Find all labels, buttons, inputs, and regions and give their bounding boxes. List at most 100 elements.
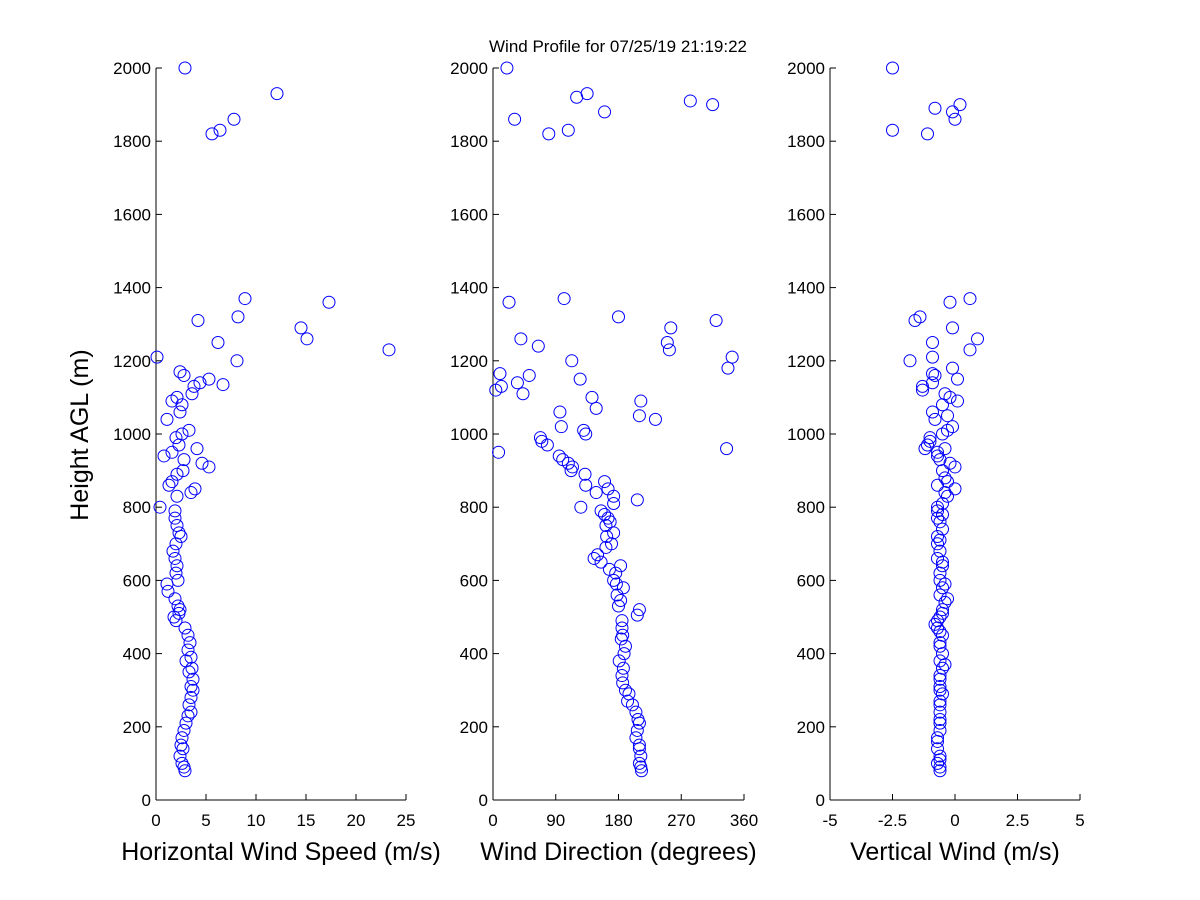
data-point xyxy=(492,445,506,459)
data-point xyxy=(177,368,191,382)
x-axis-label: Wind Direction (degrees) xyxy=(480,838,757,866)
y-tick-label: 600 xyxy=(460,571,488,590)
data-point xyxy=(936,581,949,595)
data-point xyxy=(589,486,603,500)
figure-title: Wind Profile for 07/25/19 21:19:22 xyxy=(489,37,747,56)
data-point xyxy=(938,442,952,456)
data-point xyxy=(186,683,200,697)
data-point xyxy=(599,540,613,554)
data-point xyxy=(182,423,196,437)
data-point xyxy=(502,295,516,309)
data-point xyxy=(941,592,954,606)
data-point xyxy=(931,621,944,635)
data-point xyxy=(178,61,192,75)
y-tick-label: 1800 xyxy=(113,132,151,151)
data-point xyxy=(175,756,189,770)
data-point xyxy=(931,449,944,463)
data-point xyxy=(169,431,183,445)
data-point xyxy=(951,394,964,408)
data-point xyxy=(182,665,196,679)
data-point xyxy=(181,709,195,723)
data-point xyxy=(933,680,947,694)
panel-2: 0 200 400 600 800 1000 1200 1400 1600 1800 2000 0 90… xyxy=(450,59,758,866)
y-tick-label: 1200 xyxy=(787,352,825,371)
data-point xyxy=(165,394,179,408)
y-tick-label: 2000 xyxy=(450,59,488,78)
panel-3: 0 200 400 600 800 1000 1200 1400 1600 1800 2000 -5 -… xyxy=(787,59,1085,866)
data-point xyxy=(500,61,514,75)
y-tick-label: 1600 xyxy=(450,205,488,224)
x-tick-label: 10 xyxy=(247,811,266,830)
data-point xyxy=(157,449,171,463)
data-point xyxy=(946,321,959,335)
x-tick-label: -5 xyxy=(822,811,837,830)
data-point xyxy=(179,716,193,730)
data-point xyxy=(589,401,603,415)
data-point xyxy=(936,427,949,441)
data-point xyxy=(184,691,198,705)
data-point xyxy=(578,467,592,481)
data-point xyxy=(936,464,949,478)
data-point xyxy=(184,705,198,719)
data-point xyxy=(607,526,621,540)
data-point xyxy=(933,588,947,602)
y-tick-label: 0 xyxy=(816,791,825,810)
data-point xyxy=(602,562,616,576)
x-tick-label: 0 xyxy=(950,811,959,830)
panel-1: 0 200 400 600 800 1000 1200 1400 1600 1800 2000 0 5 1… xyxy=(113,59,441,866)
data-point xyxy=(616,661,630,675)
data-point xyxy=(591,548,605,562)
data-point xyxy=(322,295,336,309)
data-point xyxy=(607,573,621,587)
y-tick-label: 2000 xyxy=(787,59,825,78)
data-point xyxy=(205,127,219,141)
data-point xyxy=(382,343,396,357)
data-point xyxy=(615,621,629,635)
data-point xyxy=(648,412,662,426)
data-point xyxy=(150,350,164,364)
data-point xyxy=(725,350,739,364)
data-point xyxy=(231,310,245,324)
data-point xyxy=(614,594,628,608)
data-point xyxy=(599,519,613,532)
data-point xyxy=(938,577,952,591)
data-point xyxy=(923,431,937,445)
data-point xyxy=(187,379,201,393)
data-point xyxy=(632,716,646,730)
data-point xyxy=(561,123,575,137)
data-point xyxy=(170,467,184,481)
data-point xyxy=(570,90,584,104)
data-point xyxy=(160,412,174,426)
data-point xyxy=(720,442,734,456)
y-tick-label: 1600 xyxy=(113,205,151,224)
data-point xyxy=(508,112,522,126)
x-tick-label: 270 xyxy=(667,811,695,830)
y-tick-label: 0 xyxy=(479,791,488,810)
data-point xyxy=(294,321,308,335)
data-point xyxy=(953,98,967,112)
data-point xyxy=(943,390,957,404)
data-point xyxy=(565,354,579,368)
x-tick-label: 20 xyxy=(347,811,366,830)
data-point xyxy=(616,676,630,690)
data-point xyxy=(601,511,615,525)
data-point xyxy=(186,672,200,686)
x-tick-label: 2.5 xyxy=(1006,811,1030,830)
data-point xyxy=(489,383,503,397)
x-tick-label: 0 xyxy=(151,811,160,830)
data-point xyxy=(166,544,180,558)
data-point xyxy=(587,551,601,565)
x-axis-label: Vertical Wind (m/s) xyxy=(850,838,1060,866)
data-point xyxy=(175,731,189,745)
data-point xyxy=(169,566,183,580)
x-tick-label: 5 xyxy=(1075,811,1084,830)
data-point xyxy=(931,529,944,543)
data-point xyxy=(618,639,632,653)
data-point xyxy=(931,734,944,748)
data-point xyxy=(609,577,623,591)
data-point xyxy=(173,365,187,379)
data-point xyxy=(165,475,179,489)
y-tick-label: 200 xyxy=(797,718,825,737)
data-point xyxy=(177,723,191,737)
data-point xyxy=(926,405,939,419)
